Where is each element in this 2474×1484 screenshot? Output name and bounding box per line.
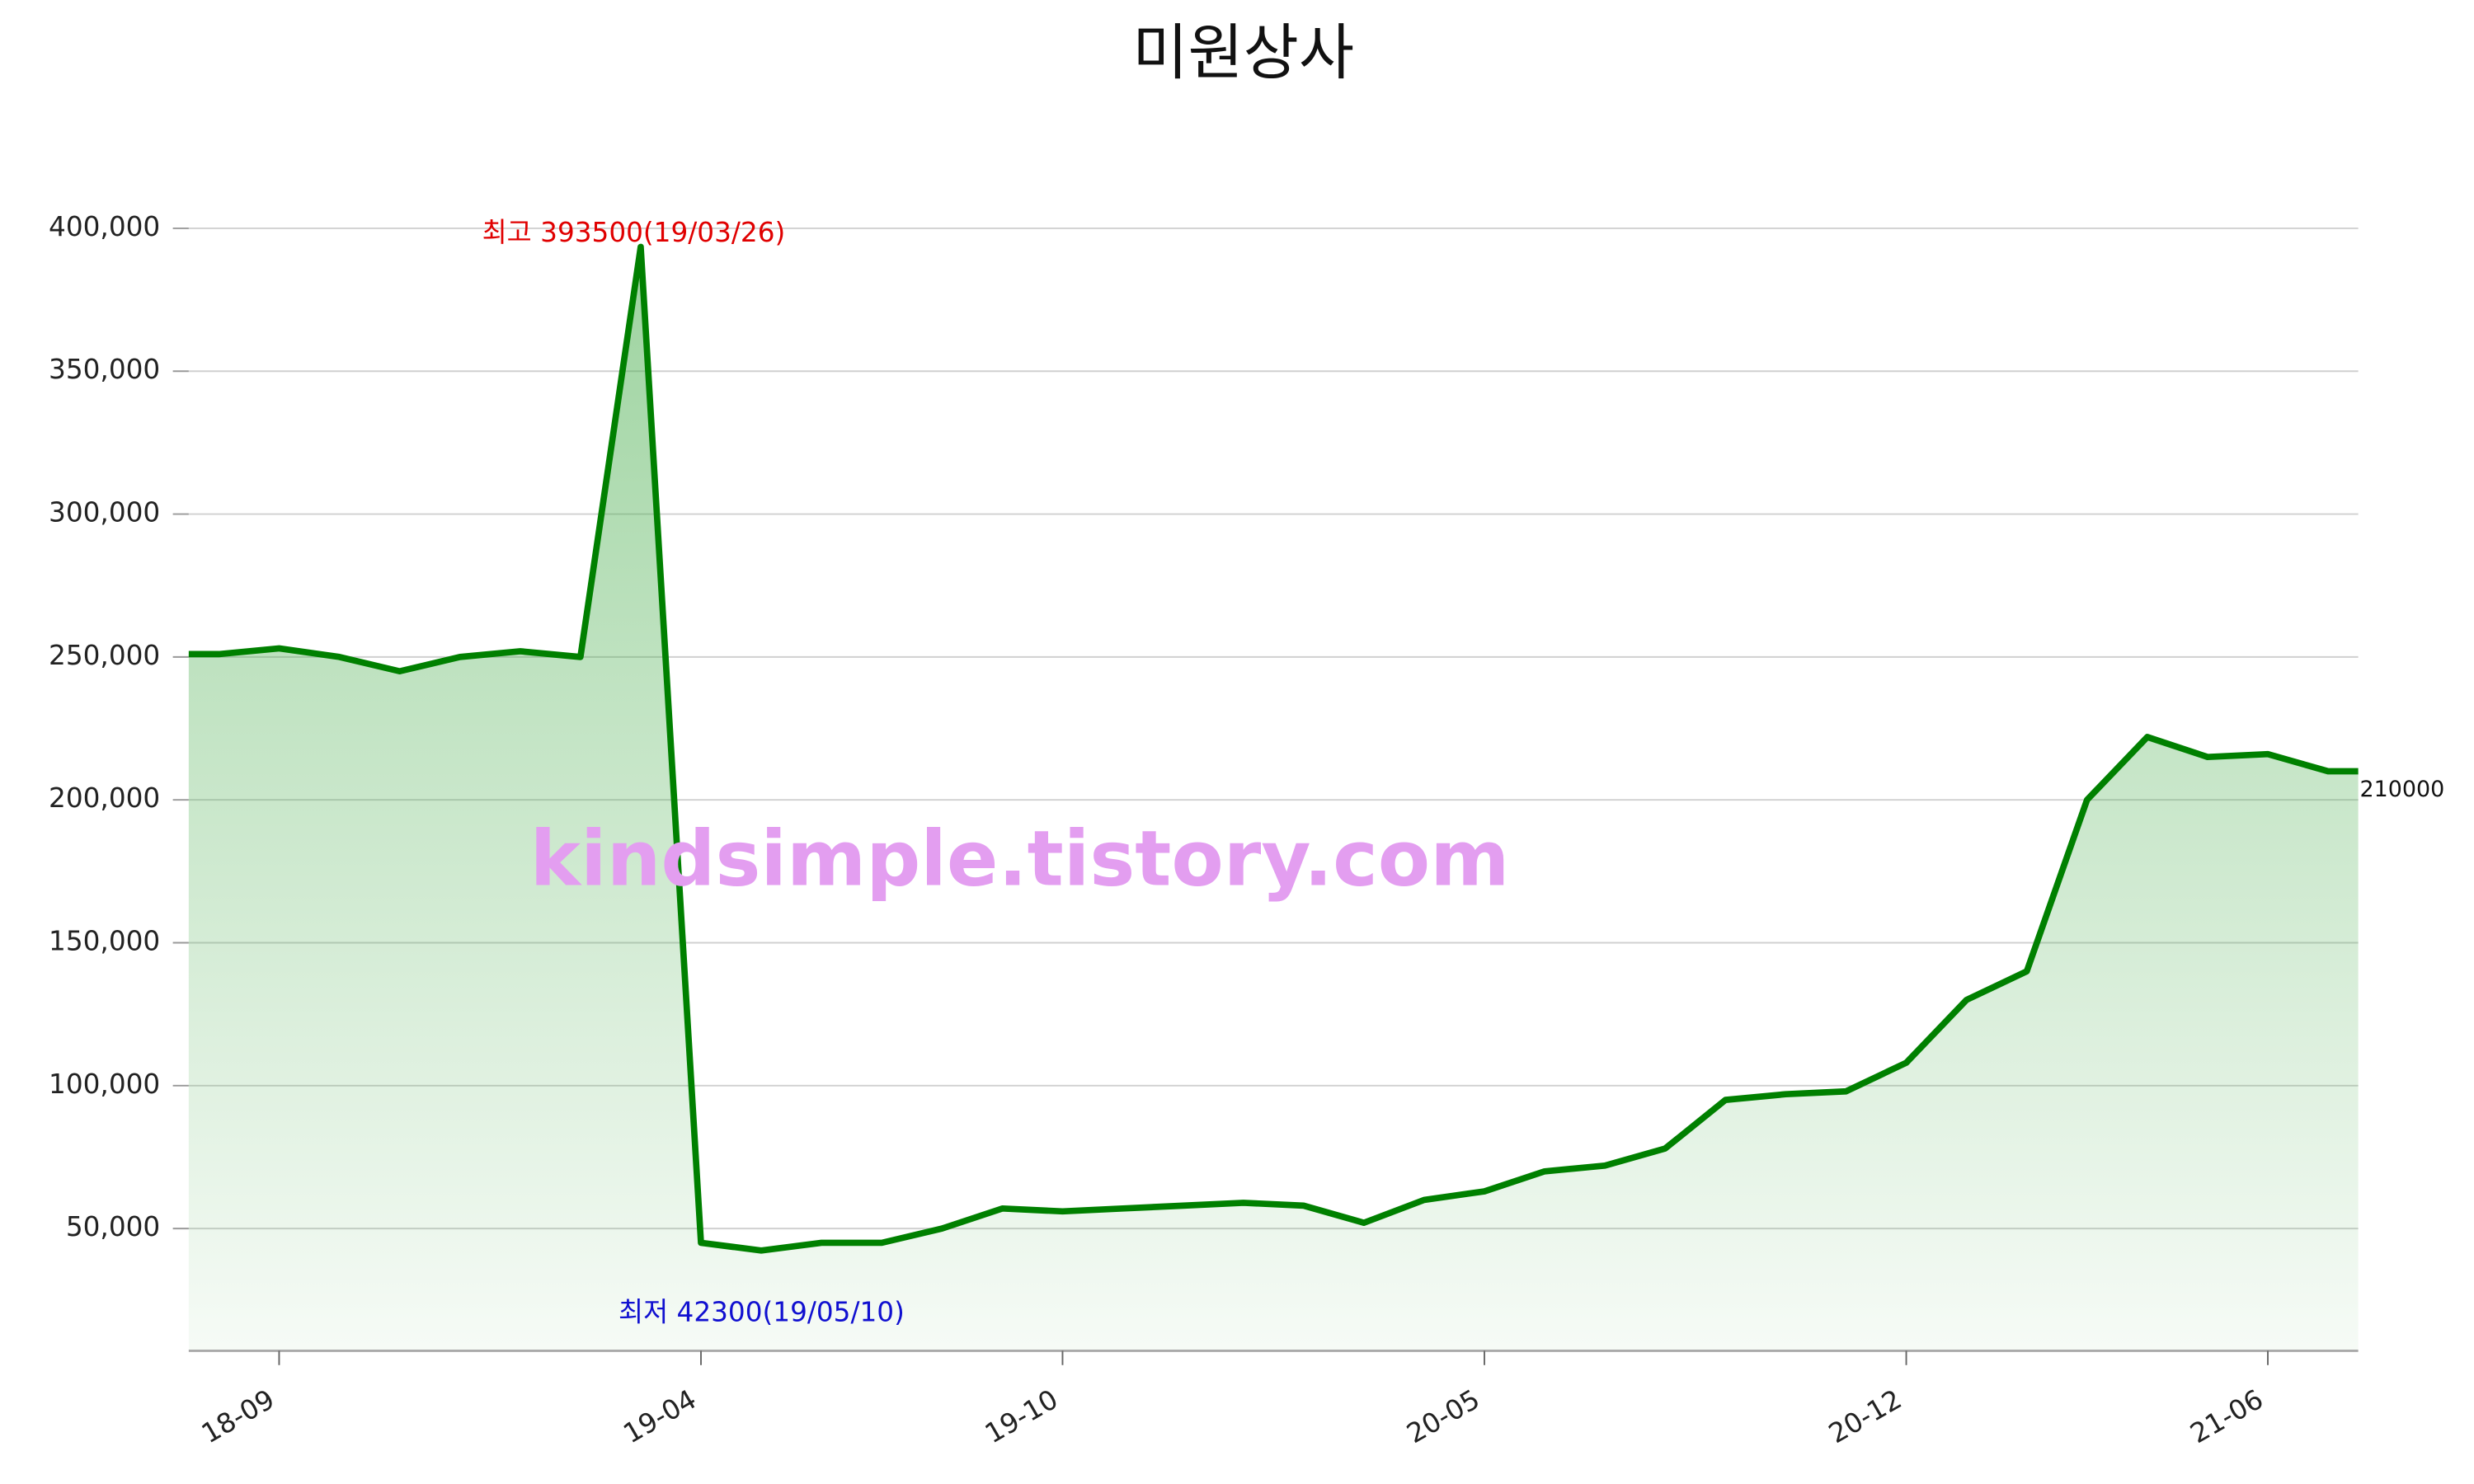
x-tick-label: 18-09 [196,1383,280,1449]
x-tick-label: 19-10 [980,1383,1063,1449]
y-tick-label: 150,000 [49,925,160,956]
y-tick-label: 100,000 [49,1068,160,1100]
x-tick-label: 20-12 [1823,1383,1907,1449]
y-tick-label: 250,000 [49,640,160,671]
x-tick-label: 21-06 [2185,1383,2269,1449]
low-annotation: 최저 42300(19/05/10) [618,1297,905,1328]
line [188,243,2359,1254]
x-tick-label: 20-05 [1402,1383,1485,1449]
chart-title: 미원상사 [1132,18,1354,88]
watermark: kindsimple.tistory.com [530,814,1510,903]
y-tick-label: 200,000 [49,782,160,814]
y-tick-label: 50,000 [66,1211,160,1242]
high-annotation: 최고 393500(19/03/26) [482,217,786,248]
last-value-label: 210000 [2360,777,2445,802]
y-tick-label: 300,000 [49,497,160,528]
y-tick-label: 400,000 [49,211,160,242]
x-tick-label: 19-04 [618,1383,702,1449]
area [188,247,2359,1351]
y-tick-label: 350,000 [49,354,160,385]
